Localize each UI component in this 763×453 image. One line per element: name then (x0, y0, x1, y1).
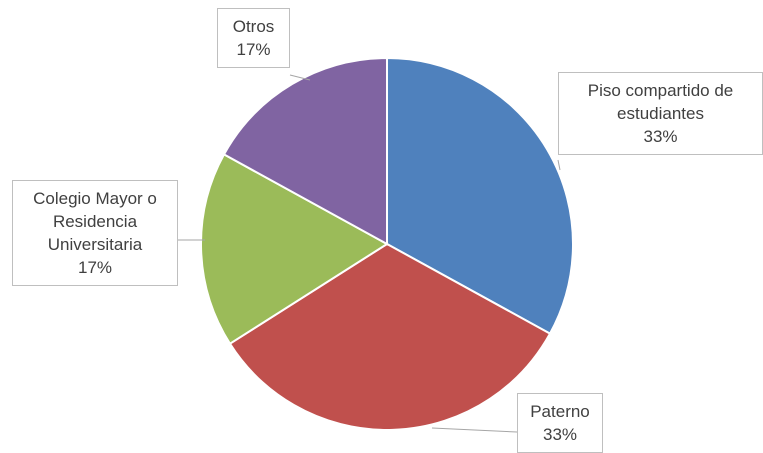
slice-name: Colegio Mayor o Residencia Universitaria (33, 189, 157, 254)
data-label: Otros 17% (217, 8, 290, 68)
data-label: Piso compartido de estudiantes 33% (558, 72, 763, 155)
leader-line (431, 427, 518, 433)
pie-slice (386, 56, 574, 335)
data-label: Colegio Mayor o Residencia Universitaria… (12, 180, 178, 286)
pie-slice (222, 56, 388, 246)
pie-slice (228, 242, 552, 431)
slice-percent: 33% (542, 425, 578, 444)
pie-slice (200, 153, 389, 346)
slice-name: Piso compartido de estudiantes (587, 81, 734, 123)
leader-line (289, 74, 311, 81)
slice-percent: 17% (77, 258, 113, 277)
data-label: Paterno 33% (517, 393, 603, 453)
leader-line (557, 159, 561, 171)
slice-percent: 33% (643, 127, 678, 146)
slice-name: Paterno (530, 402, 590, 421)
slice-name: Otros (232, 17, 275, 36)
slice-percent: 17% (236, 40, 271, 59)
